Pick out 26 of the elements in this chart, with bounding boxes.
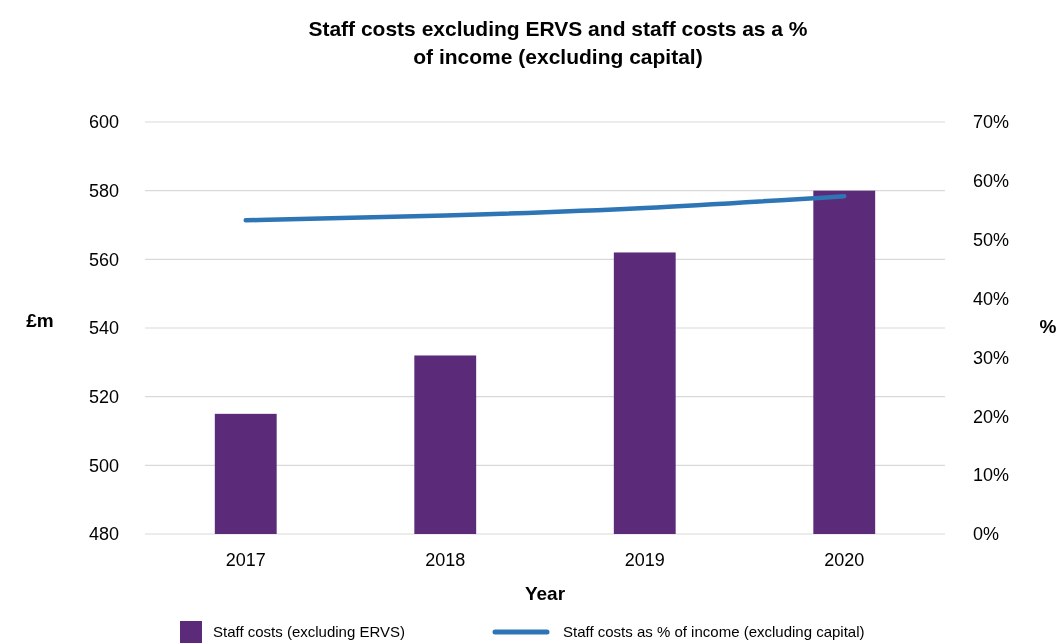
y2-tick-label: 70% xyxy=(973,112,1010,133)
chart-title: Staff costs excluding ERVS and staff costs as a % of income (excluding capital) xyxy=(308,17,808,68)
y-tick-label: 560 xyxy=(88,249,119,270)
y-tick-label: 520 xyxy=(88,386,119,407)
legend-label: Staff costs (excluding ERVS) xyxy=(213,623,406,641)
y-tick-label: 540 xyxy=(88,318,119,339)
y2-tick-label: 50% xyxy=(973,230,1010,251)
y-tick-label: 580 xyxy=(88,180,119,201)
x-tick-label: 2017 xyxy=(225,550,266,570)
y2-tick-label: 30% xyxy=(973,347,1010,368)
y-axis-title: £m xyxy=(26,309,54,331)
y2-tick-label: 10% xyxy=(973,465,1010,486)
y-tick-label: 600 xyxy=(88,112,119,133)
y2-tick-label: 40% xyxy=(973,288,1010,309)
x-tick-label: 2019 xyxy=(624,550,665,570)
y2-tick-label: 20% xyxy=(973,406,1010,427)
y2-tick-label: 60% xyxy=(973,171,1010,192)
legend-label: Staff costs as % of income (excluding capital) xyxy=(563,623,865,641)
x-tick-label: 2018 xyxy=(425,550,466,570)
y2-axis-title: % xyxy=(1039,315,1057,337)
y2-tick-label: 0% xyxy=(973,524,1000,545)
x-axis-title: Year xyxy=(524,583,566,604)
y-tick-label: 480 xyxy=(88,524,119,545)
y-tick-label: 500 xyxy=(88,455,119,476)
x-tick-label: 2020 xyxy=(824,550,865,570)
line-series xyxy=(243,193,847,223)
